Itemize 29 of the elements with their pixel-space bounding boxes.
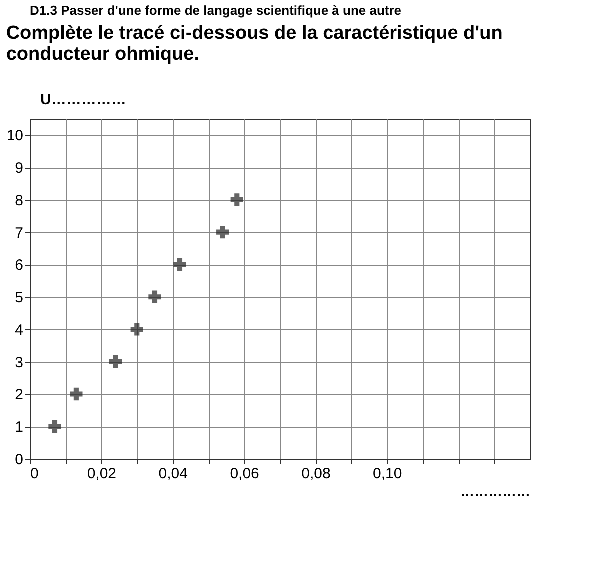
y-tick-label: 5	[15, 290, 24, 307]
x-tick-label: 0,06	[230, 466, 260, 482]
y-tick-label: 10	[6, 128, 24, 145]
y-tick-label: 8	[15, 192, 24, 210]
y-tick-label: 0	[15, 452, 24, 468]
point	[109, 356, 122, 368]
point	[48, 420, 62, 433]
y-tick-label: 7	[15, 224, 24, 242]
y-axis-title: U……………	[40, 92, 126, 108]
point	[174, 258, 186, 272]
point	[230, 194, 244, 206]
x-tick-label: 0,08	[302, 466, 331, 482]
y-tick-label: 2	[15, 386, 24, 404]
point	[148, 290, 162, 304]
y-tick-label: 3	[15, 354, 24, 372]
x-axis-title: ……………	[460, 484, 530, 500]
point	[216, 226, 230, 239]
text: D1.3 Passer d'une forme de langage scientifique à une autre	[30, 3, 402, 18]
x-tick-label: 0,04	[158, 466, 188, 482]
y-tick-label: 4	[15, 322, 24, 339]
x-tick-label: 0	[30, 466, 39, 482]
y-tick-label: 1	[15, 419, 24, 436]
chart-title: Complète le tracé ci-dessous de la caractéristique d'un conducteur ohmique.	[6, 23, 503, 65]
x-tick-label: 0,02	[87, 466, 117, 482]
point	[70, 388, 83, 401]
y-tick-label: 6	[15, 257, 24, 274]
x-tick-label: 0,10	[373, 466, 402, 482]
point	[130, 323, 144, 336]
y-tick-label: 9	[15, 160, 24, 178]
